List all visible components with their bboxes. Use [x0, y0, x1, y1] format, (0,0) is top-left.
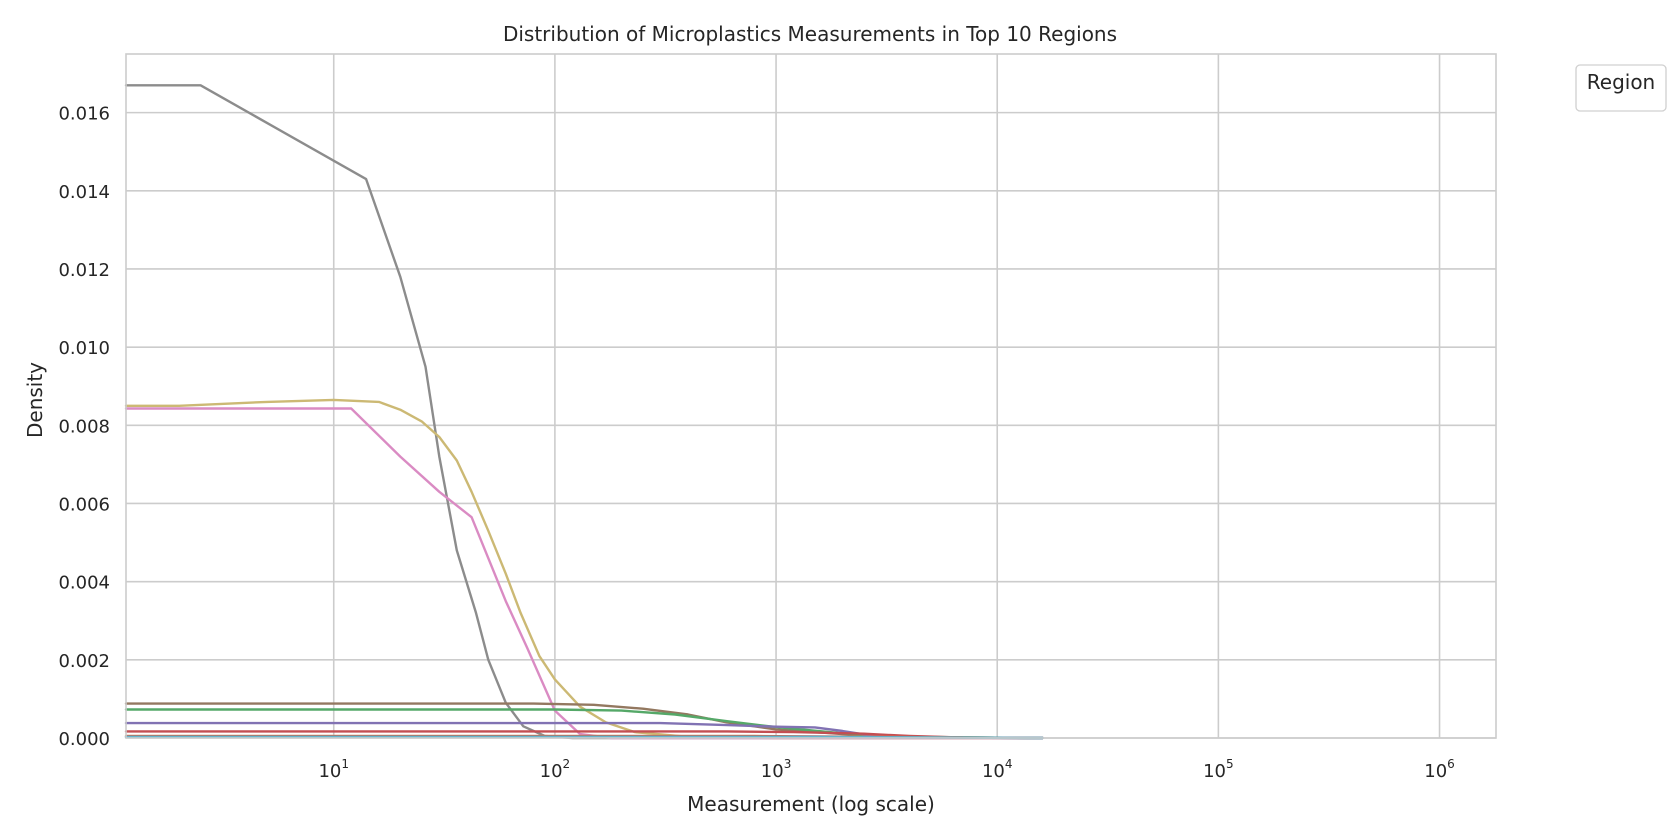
series-line-2: [124, 407, 1044, 740]
x-axis-label: Measurement (log scale): [687, 792, 935, 816]
y-tick-label-4: 0.008: [58, 416, 110, 437]
y-tick-label-7: 0.014: [58, 182, 110, 203]
x-tick-exp-3: 4: [1005, 757, 1013, 771]
series-line-1: [124, 398, 1044, 740]
x-tick-labels: 101 102 103 104 105 106: [318, 757, 1454, 782]
x-tick-base-1: 10: [540, 761, 563, 782]
x-tick-label-4: 105: [1203, 757, 1234, 782]
y-tick-label-0: 0.000: [58, 729, 110, 750]
y-tick-label-6: 0.012: [58, 260, 110, 281]
x-tick-exp-1: 2: [563, 757, 571, 771]
x-tick-base-3: 10: [982, 761, 1005, 782]
x-tick-label-1: 102: [540, 757, 571, 782]
x-tick-exp-4: 5: [1226, 757, 1234, 771]
x-tick-base-0: 10: [318, 761, 341, 782]
y-tick-labels: 0.000 0.002 0.004 0.006 0.008 0.010 0.012 0.014…: [58, 104, 110, 750]
x-tick-label-5: 106: [1424, 757, 1455, 782]
x-tick-base-5: 10: [1424, 761, 1447, 782]
plot-frame: [125, 53, 1497, 739]
y-tick-label-2: 0.004: [58, 573, 110, 594]
x-tick-base-2: 10: [761, 761, 784, 782]
x-tick-base-4: 10: [1203, 761, 1226, 782]
legend: Region: [1575, 64, 1667, 112]
y-tick-label-8: 0.016: [58, 104, 110, 125]
grid-lines: [126, 54, 1496, 739]
legend-title: Region: [1587, 70, 1655, 94]
x-tick-exp-2: 3: [784, 757, 792, 771]
chart-title: Distribution of Microplastics Measuremen…: [503, 22, 1117, 46]
x-tick-label-0: 101: [318, 757, 349, 782]
y-tick-label-5: 0.010: [58, 338, 110, 359]
series-line-0: [124, 84, 1044, 740]
x-tick-exp-5: 6: [1447, 757, 1455, 771]
x-tick-exp-0: 1: [341, 757, 349, 771]
y-axis-label: Density: [23, 362, 47, 438]
y-tick-label-3: 0.006: [58, 494, 110, 515]
legend-box: [1575, 64, 1667, 112]
y-tick-label-1: 0.002: [58, 651, 110, 672]
x-tick-label-3: 104: [982, 757, 1013, 782]
x-tick-label-2: 103: [761, 757, 792, 782]
